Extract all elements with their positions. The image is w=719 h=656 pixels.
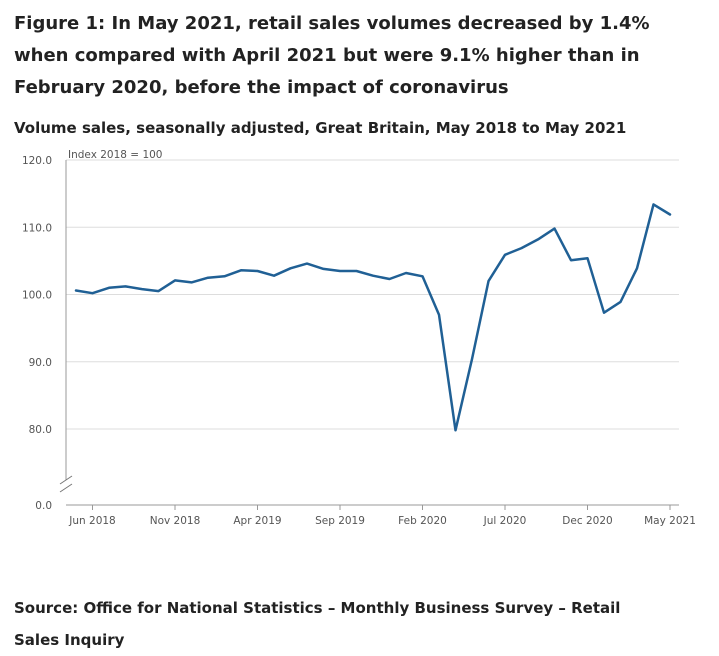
data-point	[91, 291, 95, 295]
data-point	[635, 266, 639, 270]
series-line-volume-sales	[74, 203, 672, 432]
y-tick-label: 80.0	[29, 424, 52, 436]
x-tick-label: Jun 2018	[68, 515, 115, 527]
data-point	[239, 268, 243, 272]
line-chart: 120.0 110.0 100.0 90.0 80.0 0.0 Jun 2018 Nov 2…	[22, 149, 696, 527]
data-point	[289, 266, 293, 270]
x-tick-label: May 2021	[644, 515, 696, 527]
x-tick-label: Jul 2020	[483, 515, 527, 527]
data-point	[157, 289, 161, 293]
x-tick-label: Dec 2020	[562, 515, 612, 527]
data-point	[536, 237, 540, 241]
data-point	[74, 289, 78, 293]
data-point	[322, 267, 326, 271]
x-tick-label: Feb 2020	[398, 515, 447, 527]
series-group	[74, 202, 672, 432]
data-point	[338, 269, 342, 273]
data-point	[388, 277, 392, 281]
data-point	[602, 311, 606, 315]
data-point	[140, 287, 144, 291]
y-tick-label: 110.0	[22, 222, 52, 234]
y-tick-label: 0.0	[35, 500, 52, 512]
data-point	[206, 276, 210, 280]
x-tick-label: Nov 2018	[150, 515, 201, 527]
data-point	[454, 428, 458, 432]
y-axis-label: Index 2018 = 100	[68, 149, 162, 161]
data-point	[371, 274, 375, 278]
data-point	[256, 269, 260, 273]
data-point	[668, 213, 672, 217]
data-point	[124, 284, 128, 288]
data-point	[619, 300, 623, 304]
data-point	[355, 269, 359, 273]
x-tick-label: Sep 2019	[315, 515, 365, 527]
x-tick-label: Apr 2019	[233, 515, 281, 527]
data-point	[173, 278, 177, 282]
x-axis: Jun 2018 Nov 2018 Apr 2019 Sep 2019 Feb 2020…	[66, 504, 696, 527]
data-point	[553, 227, 557, 231]
data-point	[421, 274, 425, 278]
data-point	[107, 286, 111, 290]
data-point	[520, 246, 524, 250]
grid	[66, 159, 679, 430]
data-point	[487, 279, 491, 283]
data-point	[470, 357, 474, 361]
data-point	[272, 274, 276, 278]
y-tick-label: 100.0	[22, 290, 52, 302]
data-point	[305, 262, 309, 266]
y-axis: 120.0 110.0 100.0 90.0 80.0 0.0	[22, 155, 52, 512]
source-note: Source: Office for National Statistics –…	[14, 599, 621, 649]
data-point	[404, 271, 408, 275]
y-tick-label: 90.0	[29, 357, 52, 369]
data-point	[437, 313, 441, 317]
chart-subtitle: Volume sales, seasonally adjusted, Great…	[14, 119, 627, 137]
data-point	[586, 256, 590, 260]
data-point	[223, 274, 227, 278]
y-tick-label: 120.0	[22, 155, 52, 167]
data-point	[569, 258, 573, 262]
data-point	[503, 253, 507, 257]
axis-break-mark	[59, 475, 73, 493]
data-point	[652, 202, 656, 206]
chart-title: Figure 1: In May 2021, retail sales volu…	[14, 13, 650, 98]
data-point	[190, 280, 194, 284]
